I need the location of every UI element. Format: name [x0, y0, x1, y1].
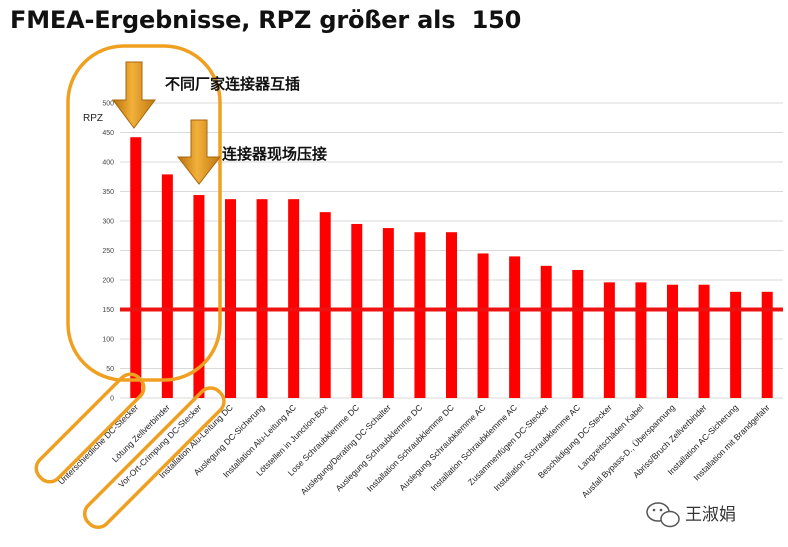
highlight-label-box-1	[34, 372, 146, 484]
bar	[603, 282, 615, 398]
callout-label-1: 不同厂家连接器互插	[165, 75, 300, 93]
bar	[193, 195, 205, 398]
y-tick-label: 400	[102, 160, 114, 167]
y-tick-label: 150	[102, 307, 114, 314]
bar	[509, 256, 521, 398]
bar	[667, 284, 678, 398]
bar	[130, 137, 142, 398]
bar	[225, 199, 236, 398]
callout-label-2: 连接器现场压接	[222, 145, 327, 163]
highlight-label-box-2	[82, 386, 226, 530]
y-tick-label: 0	[110, 396, 114, 403]
bar	[635, 282, 647, 398]
bar	[761, 291, 773, 398]
y-tick-label: 450	[102, 130, 114, 137]
wechat-icon	[646, 502, 680, 528]
y-axis-title: RPZ	[83, 113, 103, 124]
bar	[288, 199, 300, 398]
bar	[730, 291, 742, 398]
y-tick-label: 350	[102, 189, 114, 196]
y-tick-labels: 0 50 100 150 200 250 300 350 400 450 500	[102, 101, 114, 403]
bar	[698, 284, 710, 398]
bar	[382, 228, 394, 398]
y-tick-label: 300	[102, 219, 114, 226]
bar	[161, 174, 173, 398]
down-arrow-icon	[112, 61, 156, 129]
bar	[477, 253, 489, 398]
bar	[540, 265, 552, 398]
bar	[572, 269, 584, 398]
bar	[319, 212, 331, 398]
bar	[256, 199, 268, 398]
y-tick-label: 100	[102, 337, 114, 344]
bar	[446, 232, 457, 398]
y-tick-label: 500	[102, 101, 114, 108]
watermark-author: 王淑娟	[685, 505, 736, 525]
page-title: FMEA-Ergebnisse, RPZ größer als 150	[10, 6, 522, 34]
y-tick-label: 50	[106, 366, 114, 373]
down-arrow-icon	[176, 119, 222, 185]
bars	[130, 137, 773, 398]
y-tick-label: 200	[102, 278, 114, 285]
bar	[414, 232, 426, 398]
y-tick-label: 250	[102, 248, 114, 255]
highlight-ellipse	[66, 44, 222, 382]
